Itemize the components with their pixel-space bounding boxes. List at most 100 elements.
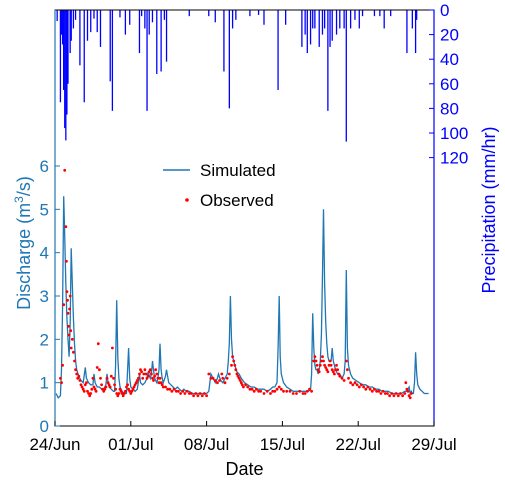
observed-point [279, 387, 283, 391]
observed-point [338, 374, 342, 378]
observed-point [91, 376, 95, 380]
observed-point [312, 359, 316, 363]
x-tick-label: 22/Jul [336, 435, 381, 454]
observed-point [388, 394, 391, 398]
observed-point [142, 372, 146, 376]
observed-point [114, 387, 117, 391]
observed-point [337, 372, 341, 376]
observed-point [325, 368, 329, 372]
observed-point [394, 392, 398, 395]
observed-point [148, 368, 152, 372]
observed-point [127, 387, 130, 391]
observed-point [362, 385, 365, 389]
observed-point [118, 387, 122, 391]
observed-point [125, 385, 128, 389]
observed-point [244, 383, 248, 387]
observed-point [221, 376, 225, 380]
observed-point [198, 392, 202, 395]
observed-point [145, 376, 149, 380]
observed-point [70, 337, 74, 341]
right-tick-label: 0 [440, 1, 449, 20]
observed-point [344, 359, 348, 363]
observed-point [78, 379, 82, 382]
x-tick-label: 15/Jul [260, 435, 305, 454]
observed-point [405, 387, 409, 391]
observed-point [88, 394, 92, 398]
observed-point [403, 392, 407, 395]
observed-point [90, 387, 94, 391]
observed-point [207, 372, 211, 376]
observed-point [160, 383, 164, 387]
observed-point [255, 387, 258, 391]
observed-point [64, 225, 68, 229]
observed-point [248, 387, 252, 391]
observed-point [238, 379, 242, 382]
observed-point [316, 368, 320, 372]
observed-point [282, 389, 285, 393]
observed-point [320, 359, 323, 363]
observed-point [132, 385, 136, 389]
observed-point [262, 392, 266, 395]
observed-point [360, 383, 363, 387]
observed-point [216, 381, 219, 385]
right-tick-label: 60 [440, 75, 459, 94]
observed-point [85, 381, 88, 385]
observed-point [379, 392, 383, 395]
observed-point [177, 389, 180, 393]
observed-point [102, 389, 106, 393]
observed-point [220, 372, 224, 376]
observed-point [392, 394, 396, 398]
observed-point [373, 387, 376, 391]
observed-point [133, 383, 137, 387]
observed-point [346, 368, 349, 372]
legend-observed-swatch [185, 198, 189, 202]
observed-point [250, 387, 254, 391]
observed-point [390, 392, 394, 395]
observed-point [101, 387, 104, 391]
observed-point [323, 363, 326, 367]
observed-point [134, 381, 138, 385]
observed-point [351, 383, 355, 387]
observed-point [144, 372, 148, 376]
observed-point [336, 368, 339, 372]
observed-point [68, 307, 71, 311]
observed-point [138, 372, 141, 376]
observed-point [275, 387, 279, 391]
observed-point [383, 392, 387, 395]
observed-point [152, 379, 155, 382]
observed-point [406, 389, 410, 393]
left-tick-label: 3 [40, 287, 49, 306]
observed-point [227, 372, 231, 376]
observed-point [179, 392, 183, 395]
x-tick-label: 01/Jul [108, 435, 153, 454]
observed-point [375, 389, 378, 393]
observed-point [239, 381, 243, 385]
observed-point [96, 342, 100, 346]
observed-point [370, 389, 374, 393]
x-tick-label: 08/Jul [184, 435, 229, 454]
observed-point [357, 385, 361, 389]
observed-point [61, 363, 64, 367]
observed-point [314, 359, 318, 363]
x-axis-ticks: 24/Jun 01/Jul 08/Jul 15/Jul 22/Jul 29/Jul [29, 421, 457, 454]
observed-point [93, 387, 97, 391]
observed-point [303, 392, 307, 395]
observed-point [140, 370, 144, 374]
observed-point [321, 355, 324, 359]
left-tick-label: 6 [40, 157, 49, 176]
observed-point [291, 392, 295, 395]
observed-point [317, 370, 321, 374]
x-tick-label: 29/Jul [411, 435, 456, 454]
left-axis-label-superscript: 3 [12, 196, 26, 203]
observed-point [326, 370, 330, 374]
left-axis-label-main: Discharge (m [14, 203, 34, 310]
observed-point [107, 383, 111, 387]
observed-point [164, 385, 167, 389]
observed-point [288, 389, 292, 393]
observed-point [99, 376, 102, 380]
observed-point [95, 366, 99, 369]
observed-point [153, 374, 157, 378]
observed-point [347, 376, 350, 380]
observed-point [106, 381, 110, 385]
observed-point [232, 359, 236, 363]
